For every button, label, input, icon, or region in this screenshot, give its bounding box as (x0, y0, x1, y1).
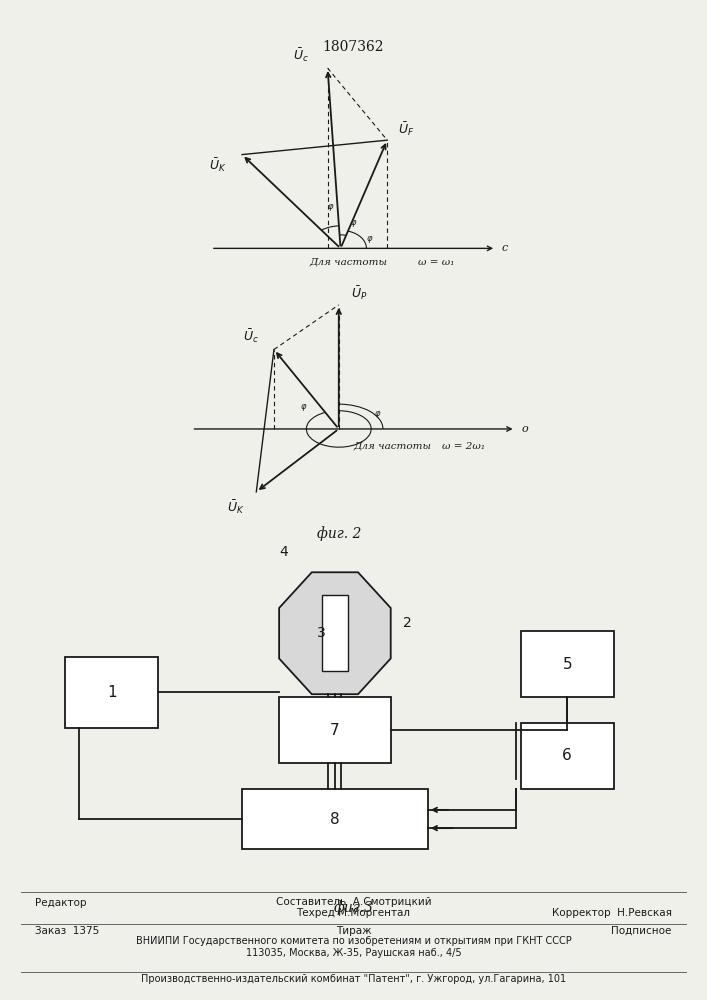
Text: $\bar{U}_F$: $\bar{U}_F$ (397, 121, 414, 138)
Polygon shape (279, 572, 391, 694)
Text: $\bar{U}_c$: $\bar{U}_c$ (243, 327, 259, 345)
Text: Для частоты: Для частоты (310, 258, 387, 267)
Bar (322, 595, 348, 671)
Text: Редактор: Редактор (35, 898, 87, 908)
Text: Заказ  1375: Заказ 1375 (35, 926, 100, 936)
Text: 3: 3 (317, 626, 325, 640)
Text: Техред М.Моргентал: Техред М.Моргентал (296, 908, 411, 918)
Text: 8: 8 (330, 812, 340, 827)
Text: 1: 1 (107, 685, 117, 700)
Text: 2: 2 (403, 616, 411, 630)
Text: o: o (521, 424, 528, 434)
Text: ω = 2ω₁: ω = 2ω₁ (442, 442, 485, 451)
Text: $\bar{U}_K$: $\bar{U}_K$ (209, 156, 226, 174)
Text: φ: φ (300, 402, 306, 411)
Bar (521, 723, 614, 789)
Text: Корректор  Н.Ревская: Корректор Н.Ревская (551, 908, 672, 918)
Bar (521, 631, 614, 697)
Text: 5: 5 (562, 657, 572, 672)
Text: 7: 7 (330, 723, 340, 738)
Text: Подписное: Подписное (612, 926, 672, 936)
Text: ω = ω₁: ω = ω₁ (419, 258, 455, 267)
Text: Тираж: Тираж (336, 926, 371, 936)
Text: $\bar{U}_P$: $\bar{U}_P$ (351, 284, 367, 302)
Text: c: c (501, 243, 508, 253)
Text: $\bar{U}_c$: $\bar{U}_c$ (293, 47, 310, 64)
Text: Производственно-издательский комбинат "Патент", г. Ужгород, ул.Гагарина, 101: Производственно-издательский комбинат "П… (141, 974, 566, 984)
Text: 4: 4 (279, 545, 288, 559)
Text: φ: φ (327, 202, 333, 211)
Text: φ: φ (366, 234, 372, 243)
Text: ВНИИПИ Государственного комитета по изобретениям и открытиям при ГКНТ СССР: ВНИИПИ Государственного комитета по изоб… (136, 936, 571, 946)
Text: 6: 6 (562, 748, 572, 763)
Bar (66, 657, 158, 728)
Text: Для частоты: Для частоты (354, 442, 431, 451)
Text: фиг. 2: фиг. 2 (317, 526, 361, 541)
Text: Составитель  А.Смотрицкий: Составитель А.Смотрицкий (276, 897, 431, 907)
Text: 1807362: 1807362 (323, 40, 384, 54)
Text: фиг.3: фиг.3 (334, 900, 373, 915)
Text: φ: φ (351, 218, 356, 227)
Bar (242, 789, 428, 849)
Text: $\bar{U}_K$: $\bar{U}_K$ (227, 498, 245, 516)
Text: φ: φ (374, 409, 380, 418)
Text: 113035, Москва, Ж-35, Раушская наб., 4/5: 113035, Москва, Ж-35, Раушская наб., 4/5 (246, 948, 461, 958)
Bar (279, 697, 391, 763)
